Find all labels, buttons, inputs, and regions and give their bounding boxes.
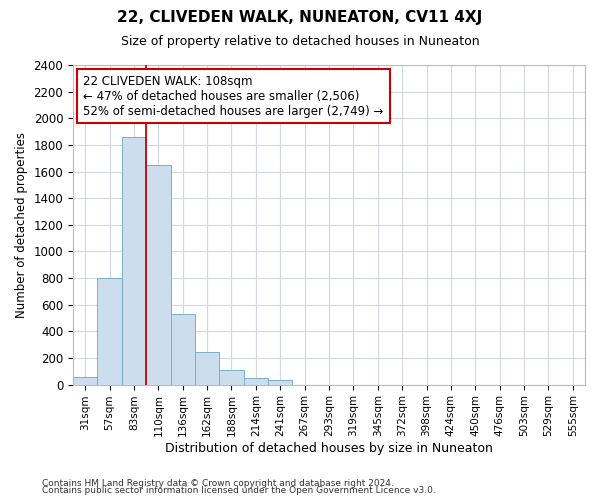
Bar: [122, 137, 146, 384]
Text: Contains public sector information licensed under the Open Government Licence v3: Contains public sector information licen…: [42, 486, 436, 495]
Bar: [170, 314, 195, 384]
Bar: [268, 380, 292, 384]
X-axis label: Distribution of detached houses by size in Nuneaton: Distribution of detached houses by size …: [165, 442, 493, 455]
Text: Contains HM Land Registry data © Crown copyright and database right 2024.: Contains HM Land Registry data © Crown c…: [42, 478, 394, 488]
Bar: [73, 378, 97, 384]
Bar: [146, 165, 170, 384]
Bar: [97, 278, 122, 384]
Y-axis label: Number of detached properties: Number of detached properties: [15, 132, 28, 318]
Text: 22, CLIVEDEN WALK, NUNEATON, CV11 4XJ: 22, CLIVEDEN WALK, NUNEATON, CV11 4XJ: [118, 10, 482, 25]
Text: Size of property relative to detached houses in Nuneaton: Size of property relative to detached ho…: [121, 35, 479, 48]
Bar: [244, 378, 268, 384]
Text: 22 CLIVEDEN WALK: 108sqm
← 47% of detached houses are smaller (2,506)
52% of sem: 22 CLIVEDEN WALK: 108sqm ← 47% of detach…: [83, 74, 383, 118]
Bar: [195, 352, 220, 384]
Bar: [220, 370, 244, 384]
